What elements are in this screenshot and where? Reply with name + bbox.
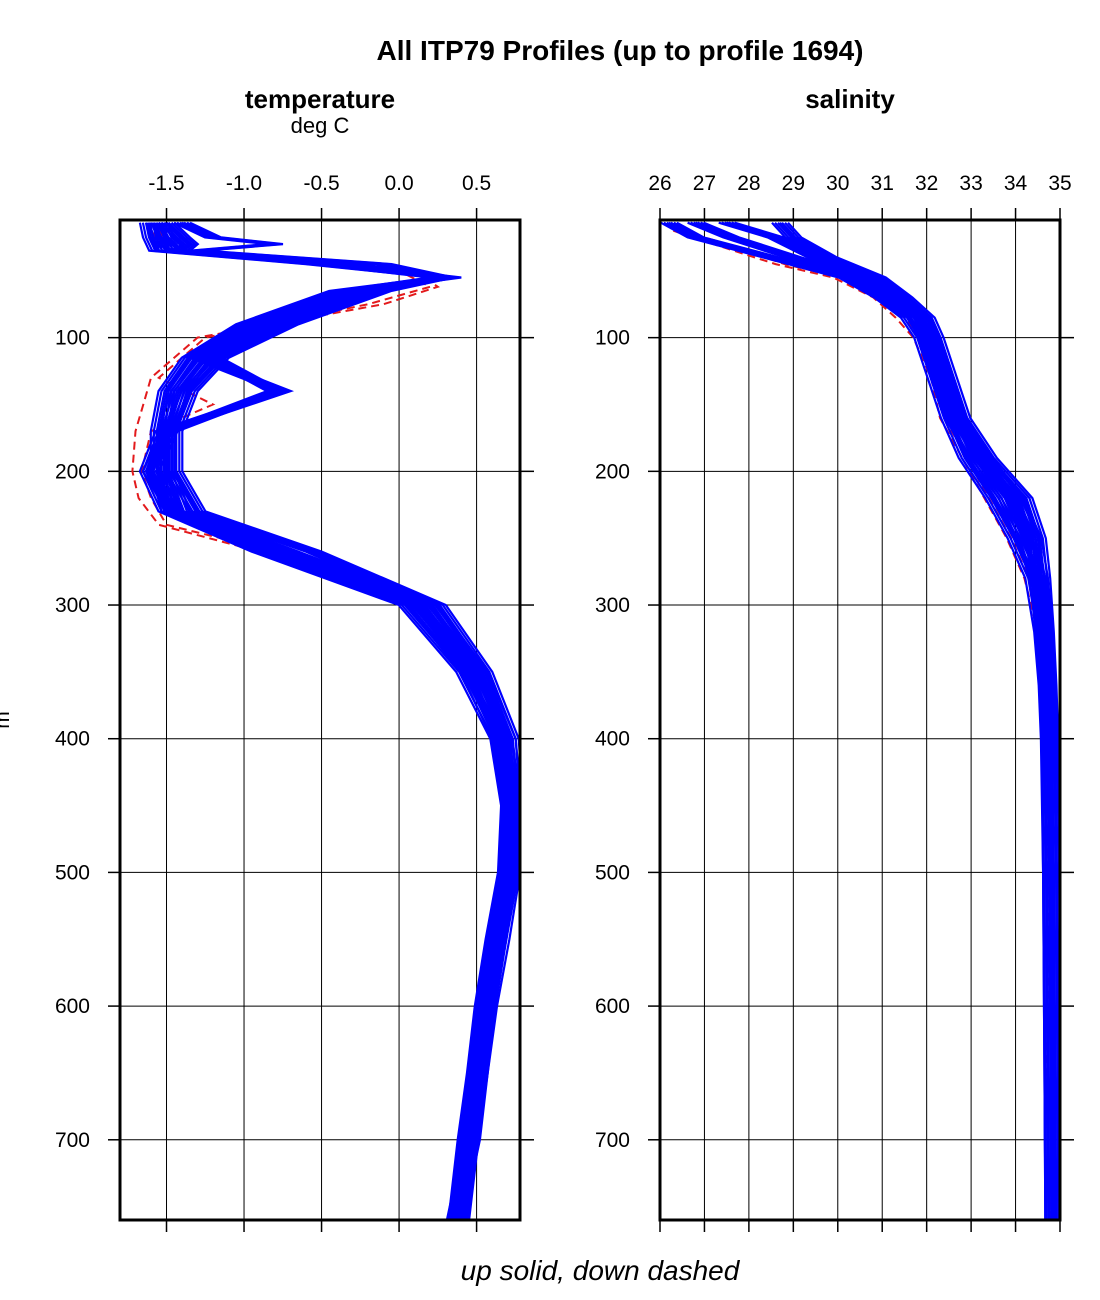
salinity-y-tick-label: 400 [595, 728, 630, 751]
salinity-down-profile [672, 229, 1051, 1220]
salinity-y-tick-label: 100 [595, 327, 630, 350]
salinity-up-profile [690, 221, 1050, 1220]
salinity-up-profile [779, 221, 1056, 1220]
salinity-y-tick-label: 700 [595, 1129, 630, 1152]
salinity-y-tick-label: 200 [595, 460, 630, 483]
temperature-up-profile [168, 221, 512, 1220]
salinity-up-profile [663, 221, 1050, 1220]
temperature-y-tick-label: 400 [55, 728, 90, 751]
temperature-up-profile [157, 221, 520, 1220]
line-style-footer: up solid, down dashed [461, 1255, 741, 1286]
salinity-up-profile [666, 221, 1053, 1220]
salinity-up-profile [784, 221, 1060, 1220]
salinity-up-profile [734, 221, 1060, 1158]
salinity-up-profile [697, 221, 1057, 1220]
temperature-x-tick-label: 0.5 [462, 172, 491, 195]
salinity-x-tick-label: 27 [693, 172, 716, 195]
salinity-x-tick-label: 33 [959, 172, 982, 195]
temperature-up-profile [141, 221, 506, 1220]
temperature-profiles [131, 221, 520, 1220]
salinity-down-profile [681, 229, 1053, 1220]
salinity-y-tick-label: 500 [595, 861, 630, 884]
temperature-up-profile [162, 222, 520, 1220]
temperature-unit-label: deg C [291, 113, 350, 138]
salinity-up-profile [731, 221, 1060, 1220]
salinity-y-tick-label: 300 [595, 594, 630, 617]
panels-layer: -1.5 -1.0 -0.5 0.0 0.51002003004005006007002… [55, 172, 1074, 1232]
salinity-panel-title: salinity [805, 84, 895, 114]
temperature-y-tick-label: 300 [55, 594, 90, 617]
salinity-up-profile [687, 221, 1047, 1220]
salinity-up-profile [700, 221, 1060, 1220]
salinity-x-tick-label: 31 [871, 172, 894, 195]
salinity-up-profile [774, 221, 1051, 1220]
temperature-x-tick-label: -0.5 [303, 172, 339, 195]
salinity-up-profile [721, 221, 1050, 1220]
salinity-up-profile [673, 221, 1060, 1220]
salinity-x-tick-label: 35 [1048, 172, 1071, 195]
salinity-up-profile [724, 221, 1053, 1220]
salinity-up-profile [660, 221, 1047, 1220]
salinity-x-tick-label: 34 [1004, 172, 1028, 195]
temperature-y-tick-label: 200 [55, 460, 90, 483]
salinity-profiles [660, 221, 1060, 1220]
salinity-y-tick-label: 600 [595, 995, 630, 1018]
temperature-panel: -1.5 -1.0 -0.5 0.0 0.5 100 200 300 400 500 600 700 [55, 172, 534, 1232]
salinity-x-tick-label: 26 [648, 172, 671, 195]
salinity-x-tick-label: 32 [915, 172, 938, 195]
temperature-y-tick-label: 500 [55, 861, 90, 884]
temperature-x-tick-label: 0.0 [384, 172, 413, 195]
temperature-frame [118, 218, 522, 1222]
temperature-x-tick-label: -1.0 [226, 172, 262, 195]
salinity-up-profile [728, 221, 1057, 1220]
temperature-up-profile [181, 221, 520, 1220]
salinity-up-profile [726, 221, 1055, 1220]
temperature-up-profile [154, 222, 519, 1220]
salinity-x-tick-label: 29 [782, 172, 805, 195]
temperature-up-profile [141, 222, 507, 1220]
salinity-frame [658, 218, 1062, 1222]
salinity-up-profile [670, 221, 1057, 1220]
salinity-panel: 26 27 28 29 30 31 32 33 34 35 100 200 300 400 500 600 70… [595, 172, 1074, 1232]
temperature-x-tick-label: -1.5 [148, 172, 184, 195]
chart-title: All ITP79 Profiles (up to profile 1694) [377, 35, 864, 66]
temperature-up-profile [165, 221, 509, 1220]
temperature-y-tick-label: 600 [55, 995, 90, 1018]
salinity-x-tick-label: 30 [826, 172, 849, 195]
salinity-x-tick-label: 28 [737, 172, 760, 195]
temperature-y-tick-label: 100 [55, 327, 90, 350]
y-axis-label-fragment: m [0, 711, 14, 729]
temperature-y-tick-label: 700 [55, 1129, 90, 1152]
salinity-up-profile [676, 221, 1060, 1180]
salinity-up-profile [693, 221, 1053, 1220]
temperature-up-profile [171, 221, 515, 1220]
salinity-up-profile [777, 221, 1054, 1220]
salinity-up-profile [771, 221, 1048, 1220]
temperature-panel-title: temperature [245, 84, 395, 114]
salinity-up-profile [668, 221, 1055, 1220]
